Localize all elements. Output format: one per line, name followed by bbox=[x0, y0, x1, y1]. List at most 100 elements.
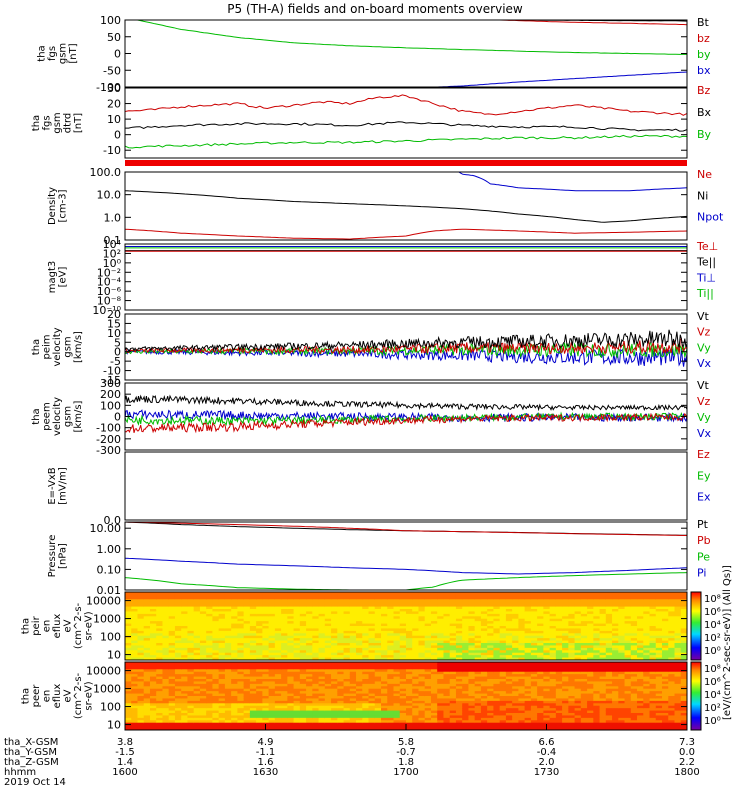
heatmap-cell bbox=[430, 691, 438, 695]
heatmap-cell bbox=[131, 647, 139, 651]
heatmap-cell bbox=[187, 703, 195, 707]
heatmap-cell bbox=[580, 708, 588, 712]
heatmap-cell bbox=[412, 710, 420, 714]
heatmap-cell bbox=[387, 640, 395, 644]
heatmap-cell bbox=[518, 676, 526, 680]
heatmap-cell bbox=[218, 601, 226, 605]
heatmap-cell bbox=[237, 606, 245, 610]
heatmap-cell bbox=[312, 604, 320, 608]
heatmap-cell bbox=[593, 652, 601, 656]
heatmap-cell bbox=[356, 703, 363, 707]
heatmap-cell bbox=[612, 606, 619, 610]
heatmap-cell bbox=[593, 592, 601, 596]
heatmap-cell bbox=[430, 650, 438, 654]
heatmap-cell bbox=[268, 698, 276, 702]
heatmap-cell bbox=[349, 616, 357, 620]
heatmap-cell bbox=[518, 700, 526, 704]
heatmap-cell bbox=[512, 691, 519, 695]
heatmap-cell bbox=[156, 720, 164, 724]
heatmap-cell bbox=[643, 635, 651, 639]
heatmap-cell bbox=[137, 638, 145, 642]
heatmap-cell bbox=[462, 609, 470, 613]
heatmap-cell bbox=[543, 640, 551, 644]
heatmap-cell bbox=[455, 703, 463, 707]
y-axis-label: [mV/m] bbox=[57, 467, 68, 505]
heatmap-cell bbox=[399, 676, 407, 680]
heatmap-cell bbox=[149, 647, 157, 651]
heatmap-cell bbox=[599, 710, 607, 714]
heatmap-cell bbox=[387, 616, 395, 620]
heatmap-cell bbox=[568, 647, 576, 651]
heatmap-cell bbox=[281, 635, 288, 639]
heatmap-cell bbox=[356, 691, 363, 695]
heatmap-cell bbox=[430, 713, 438, 717]
heatmap-cell bbox=[474, 599, 482, 603]
heatmap-cell bbox=[162, 713, 170, 717]
heatmap-cell bbox=[493, 657, 501, 660]
heatmap-cell bbox=[337, 647, 345, 651]
heatmap-cell bbox=[312, 686, 320, 690]
heatmap-cell bbox=[206, 655, 214, 659]
panel-7 bbox=[124, 451, 688, 521]
heatmap-cell bbox=[212, 601, 220, 605]
heatmap-cell bbox=[549, 594, 557, 598]
heatmap-cell bbox=[612, 655, 619, 659]
heatmap-cell bbox=[237, 693, 245, 697]
heatmap-cell bbox=[530, 683, 538, 687]
heatmap-cell bbox=[437, 630, 445, 634]
heatmap-cell bbox=[399, 626, 407, 630]
heatmap-cell bbox=[368, 679, 376, 683]
heatmap-cell bbox=[462, 640, 470, 644]
heatmap-cell bbox=[418, 618, 426, 622]
heatmap-cell bbox=[231, 720, 238, 724]
heatmap-cell bbox=[249, 592, 257, 596]
heatmap-cell bbox=[231, 683, 238, 687]
heatmap-cell bbox=[312, 720, 320, 724]
heatmap-cell bbox=[518, 618, 526, 622]
heatmap-cell bbox=[125, 703, 132, 707]
heatmap-cell bbox=[593, 693, 601, 697]
heatmap-cell bbox=[349, 720, 357, 724]
heatmap-cell bbox=[281, 633, 288, 637]
heatmap-cell bbox=[443, 655, 451, 659]
heatmap-cell bbox=[337, 592, 345, 596]
heatmap-cell bbox=[530, 606, 538, 610]
heatmap-cell bbox=[493, 599, 501, 603]
heatmap-cell bbox=[212, 645, 220, 649]
legend-Npot: Npot bbox=[697, 211, 724, 224]
heatmap-cell bbox=[349, 657, 357, 660]
heatmap-cell bbox=[174, 606, 182, 610]
heatmap-cell bbox=[212, 679, 220, 683]
heatmap-cell bbox=[368, 683, 376, 687]
heatmap-cell bbox=[162, 596, 170, 600]
heatmap-cell bbox=[612, 691, 619, 695]
heatmap-cell bbox=[605, 623, 613, 627]
heatmap-cell bbox=[555, 657, 563, 660]
heatmap-cell bbox=[212, 606, 220, 610]
heatmap-cell bbox=[605, 698, 613, 702]
heatmap-cell bbox=[281, 618, 288, 622]
heatmap-cell bbox=[524, 715, 532, 719]
heatmap-cell bbox=[468, 594, 476, 598]
heatmap-cell bbox=[680, 647, 687, 651]
heatmap-cell bbox=[574, 606, 582, 610]
heatmap-cell bbox=[199, 720, 207, 724]
heatmap-cell bbox=[537, 652, 544, 656]
heatmap-cell bbox=[162, 618, 170, 622]
heatmap-cell bbox=[593, 727, 601, 730]
heatmap-cell bbox=[393, 664, 401, 668]
heatmap-cell bbox=[549, 640, 557, 644]
heatmap-cell bbox=[362, 671, 370, 675]
heatmap-cell bbox=[149, 638, 157, 642]
heatmap-cell bbox=[125, 710, 132, 714]
heatmap-cell bbox=[587, 616, 594, 620]
heatmap-cell bbox=[337, 643, 345, 647]
heatmap-cell bbox=[580, 604, 588, 608]
heatmap-cell bbox=[281, 698, 288, 702]
heatmap-cell bbox=[243, 700, 251, 704]
heatmap-cell bbox=[381, 688, 388, 692]
heatmap-cell bbox=[387, 628, 395, 632]
heatmap-cell bbox=[293, 708, 301, 712]
heatmap-cell bbox=[168, 640, 176, 644]
heatmap-cell bbox=[281, 681, 288, 685]
